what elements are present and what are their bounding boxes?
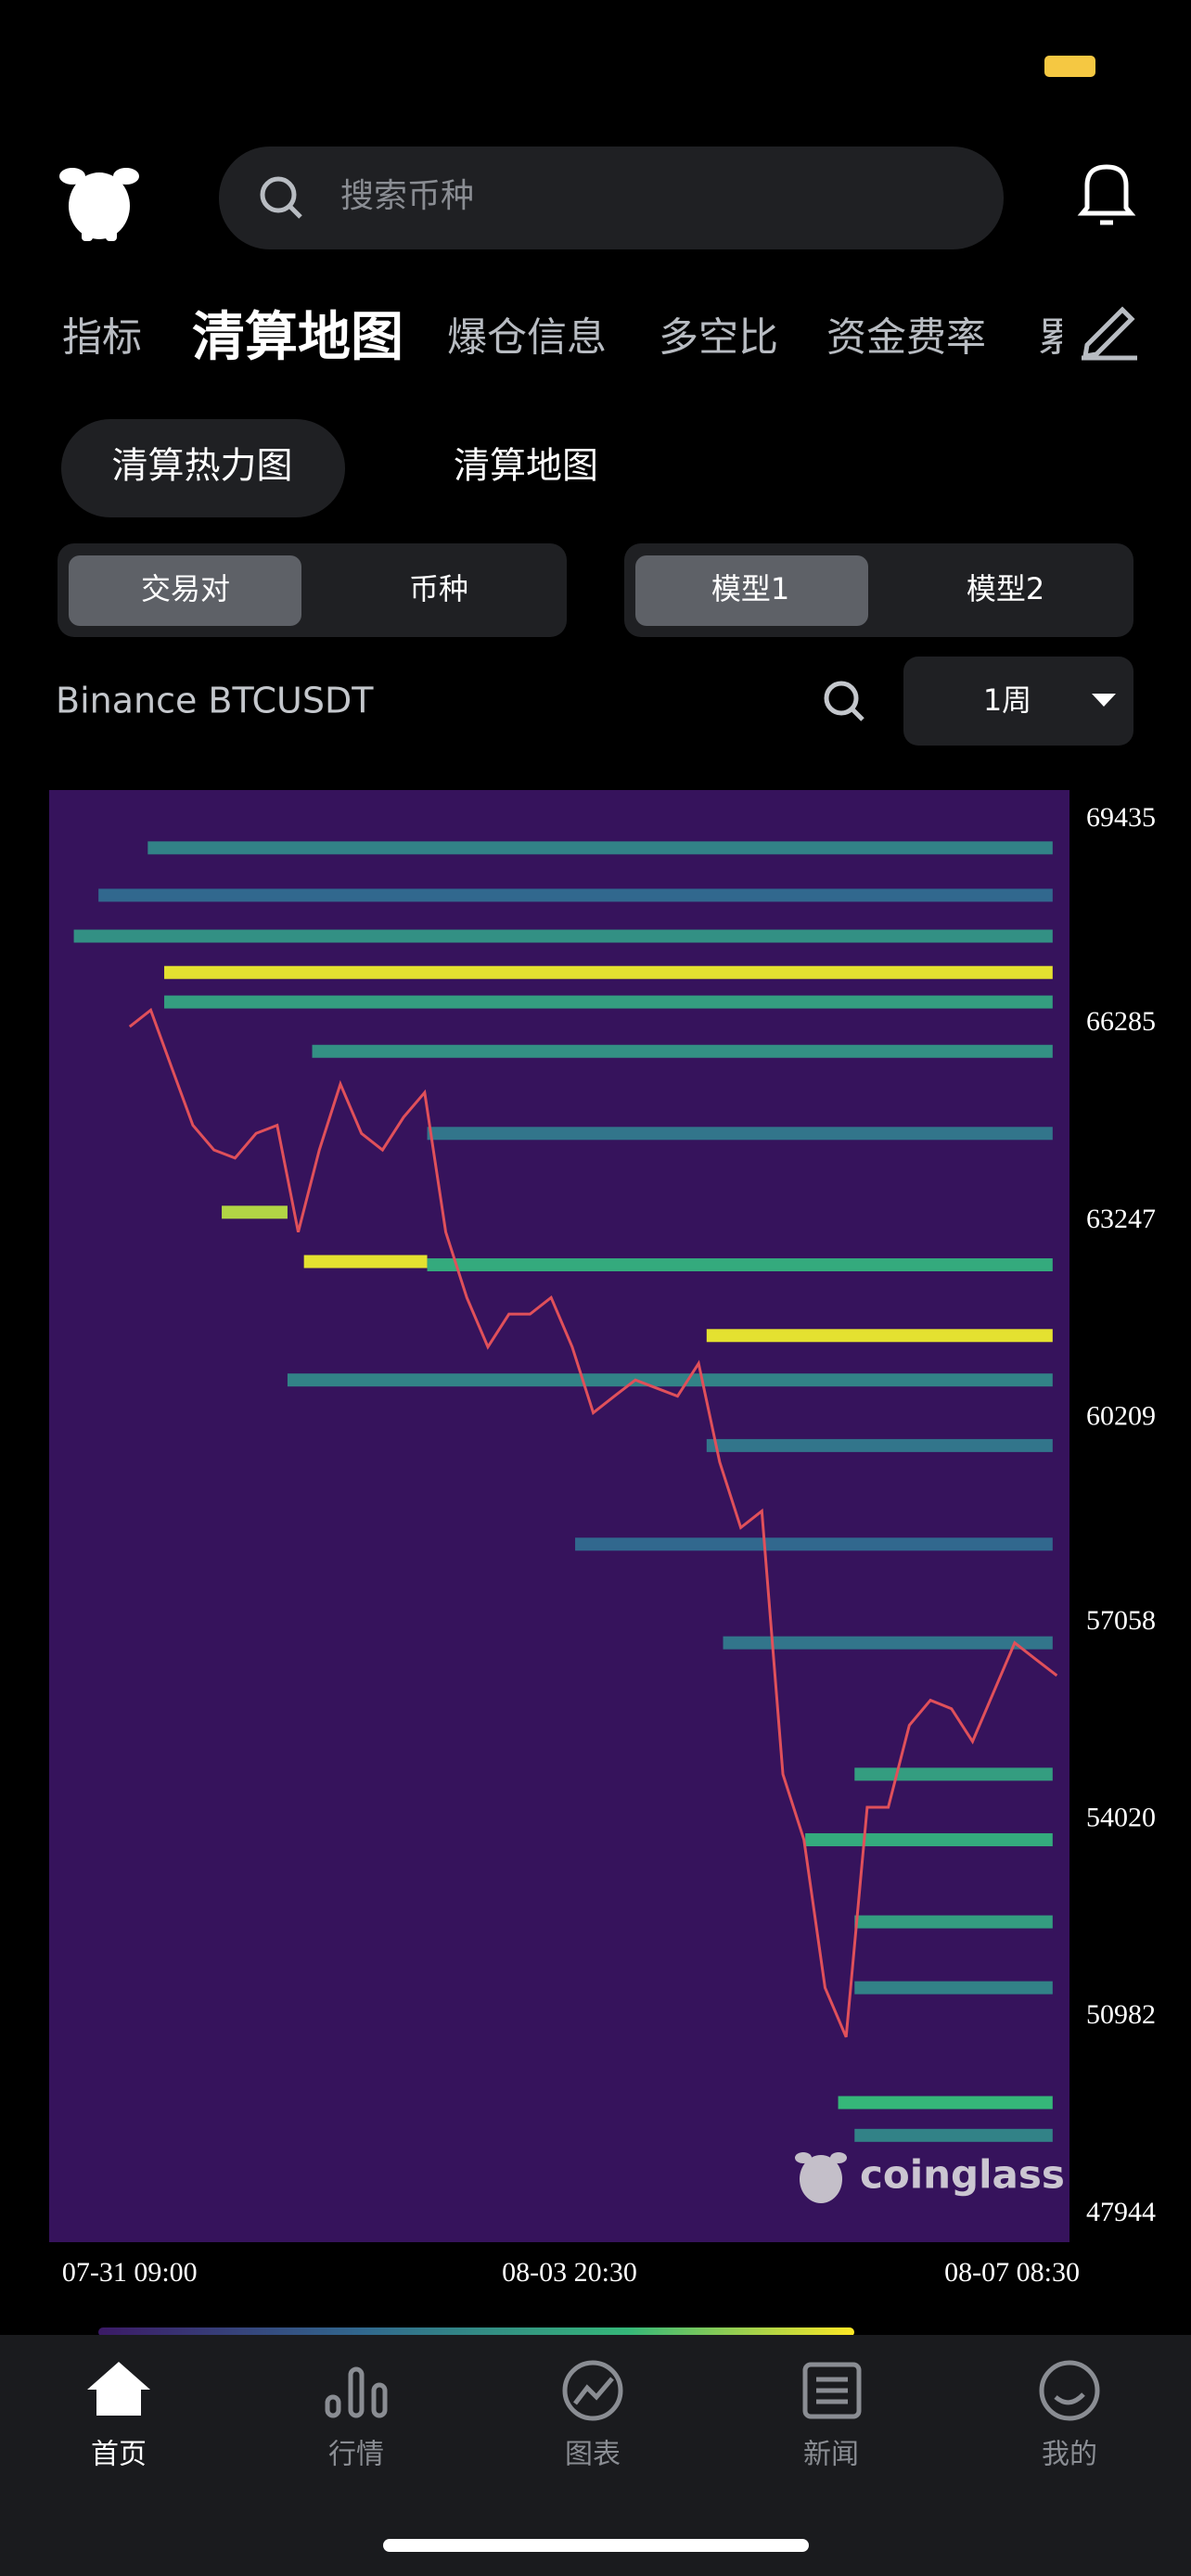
sub-tab-active[interactable] <box>61 419 345 517</box>
liquidation-band <box>706 1438 1053 1452</box>
liquidation-band <box>303 1255 428 1269</box>
period-dropdown[interactable] <box>903 657 1133 746</box>
x-tick-label: 07-31 09:00 <box>62 2257 198 2288</box>
tab[interactable]: 资金费率 <box>826 315 986 362</box>
liquidation-band <box>427 1127 1053 1141</box>
search-bar[interactable] <box>219 147 1004 249</box>
liquidation-band <box>164 995 1053 1009</box>
liquidation-band <box>98 888 1053 902</box>
liquidation-band <box>222 1205 288 1219</box>
liquidation-band <box>723 1636 1053 1650</box>
segment-selected[interactable] <box>69 555 301 626</box>
liquidation-band <box>73 929 1053 943</box>
y-tick-label: 57058 <box>1086 1605 1156 1636</box>
tab-fade <box>1062 297 1191 380</box>
y-tick-label: 69435 <box>1086 802 1156 833</box>
color-scale <box>98 2327 854 2337</box>
segment-option[interactable]: 交易对 <box>141 571 230 606</box>
x-tick-label: 08-07 08:30 <box>944 2257 1080 2288</box>
liquidation-band <box>706 1329 1053 1343</box>
bottom-nav <box>0 2335 1191 2576</box>
search-placeholder: 搜索币种 <box>340 177 474 215</box>
y-tick-label: 54020 <box>1086 1803 1156 1833</box>
price-line <box>128 1007 1058 2038</box>
liquidation-band <box>838 2096 1053 2110</box>
tab[interactable]: 多空比 <box>659 315 778 362</box>
logo[interactable] <box>59 168 139 241</box>
liquidation-band <box>805 1833 1053 1847</box>
dropdown-arrow <box>1092 694 1116 707</box>
segment-selected[interactable] <box>635 555 868 626</box>
nav-icon-news[interactable] <box>802 2362 862 2419</box>
y-tick-label: 63247 <box>1086 1204 1156 1234</box>
period-label[interactable]: 1周 <box>983 682 1031 718</box>
liquidation-band <box>287 1373 1053 1387</box>
search-icon <box>260 176 302 219</box>
pair-search-icon[interactable] <box>824 681 864 721</box>
nav-label[interactable]: 行情 <box>328 2439 384 2471</box>
y-tick-label: 47944 <box>1086 2197 1156 2227</box>
nav-icon-market[interactable] <box>325 2366 388 2418</box>
sub-tab[interactable]: 清算热力图 <box>111 446 292 488</box>
home-indicator <box>383 2539 809 2552</box>
heatmap-chart: 69435 66285 63247 60209 57058 54020 50982 47944… <box>49 790 1156 2288</box>
x-tick-label: 08-03 20:30 <box>502 2257 637 2288</box>
nav-label[interactable]: 图表 <box>565 2439 621 2471</box>
watermark: coinglass <box>795 2152 1065 2203</box>
liquidation-band <box>427 1257 1053 1271</box>
y-tick-label: 60209 <box>1086 1400 1156 1431</box>
nav-icon-chart[interactable] <box>562 2360 623 2421</box>
liquidation-band <box>854 1981 1053 1995</box>
sub-tab[interactable]: 清算地图 <box>454 446 598 488</box>
nav-label[interactable]: 我的 <box>1042 2439 1097 2471</box>
liquidation-band <box>854 1767 1053 1781</box>
liquidation-band <box>854 1915 1053 1929</box>
liquidation-band <box>854 2128 1053 2142</box>
nav-icon-home[interactable] <box>87 2362 150 2416</box>
tab[interactable]: 指标 <box>62 315 142 362</box>
segment-option[interactable]: 模型2 <box>967 571 1044 606</box>
y-tick-label: 50982 <box>1086 1999 1156 2030</box>
edit-icon[interactable] <box>1082 306 1137 361</box>
segment-option[interactable]: 币种 <box>409 571 468 606</box>
liquidation-band <box>312 1044 1053 1058</box>
liquidation-band <box>147 841 1053 855</box>
liquidation-band <box>575 1537 1053 1551</box>
segment-option[interactable]: 模型1 <box>711 571 789 606</box>
tab-active[interactable]: 清算地图 <box>192 307 403 368</box>
liquidation-band <box>164 965 1053 979</box>
nav-label[interactable]: 首页 <box>91 2439 147 2471</box>
tab[interactable]: 爆仓信息 <box>447 315 607 362</box>
bell-icon[interactable] <box>1077 164 1136 225</box>
y-tick-label: 66285 <box>1086 1006 1156 1037</box>
pair-label: Binance BTCUSDT <box>56 681 374 721</box>
plot-background <box>49 790 1069 2242</box>
nav-icon-profile[interactable] <box>1039 2360 1100 2421</box>
battery <box>1044 56 1095 77</box>
nav-label[interactable]: 新闻 <box>803 2439 859 2471</box>
watermark-text: coinglass <box>860 2152 1065 2198</box>
